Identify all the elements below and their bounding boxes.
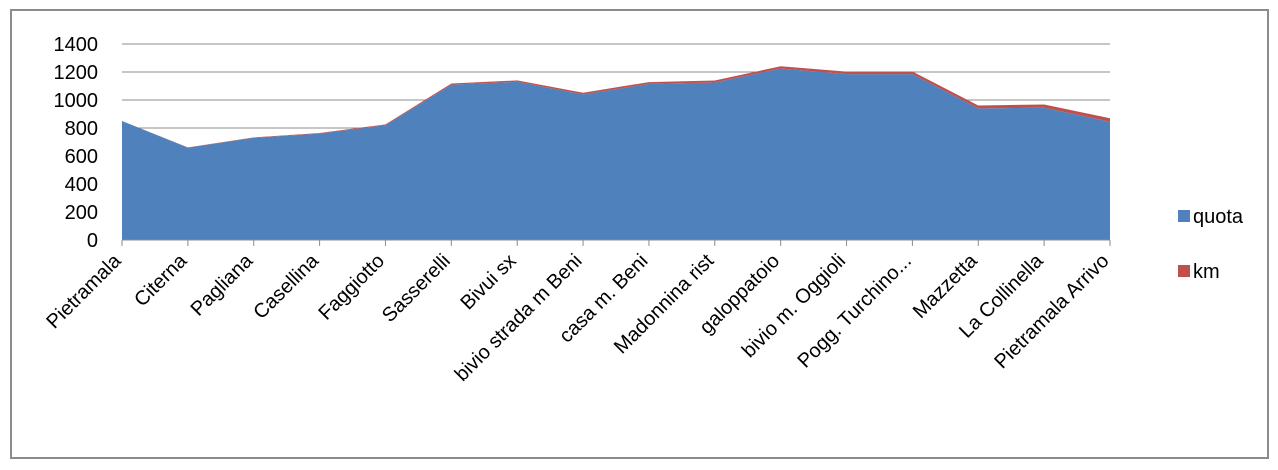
plot-areas bbox=[122, 66, 1110, 240]
axes bbox=[121, 239, 1111, 246]
x-tick-label: Faggiotto bbox=[314, 250, 389, 325]
x-tick-label: Casellina bbox=[249, 249, 323, 323]
y-tick-label: 0 bbox=[87, 230, 98, 252]
area-series-quota bbox=[122, 68, 1110, 240]
x-tick-label: Sasserelli bbox=[378, 250, 455, 327]
y-tick-label: 1200 bbox=[54, 62, 99, 84]
x-tick-label: Bivui sx bbox=[456, 250, 520, 314]
legend-swatch-quota bbox=[1178, 210, 1190, 222]
x-tick-label: Citerna bbox=[130, 249, 192, 311]
y-tick-label: 200 bbox=[65, 202, 98, 224]
x-tick-label: Pietramala bbox=[42, 249, 126, 333]
x-tick-label: Pagliana bbox=[187, 249, 258, 320]
y-tick-label: 600 bbox=[65, 146, 98, 168]
y-tick-label: 1400 bbox=[54, 34, 99, 56]
x-tick-label: bivio strada m Beni bbox=[451, 250, 587, 386]
x-tick-label: Pogg. Turchino... bbox=[793, 250, 915, 372]
legend-label-quota: quota bbox=[1193, 206, 1244, 228]
y-tick-labels: 0 200 400 600 800 1000 1200 1400 bbox=[54, 34, 99, 252]
y-tick-label: 1000 bbox=[54, 90, 99, 112]
area-series-km bbox=[122, 66, 1110, 148]
x-tick-label: Pietramala Arrivo bbox=[990, 250, 1113, 373]
x-tick-labels: Pietramala CiternaPaglianaCasellinaFaggio… bbox=[42, 249, 1113, 385]
legend: quota km bbox=[1178, 206, 1244, 283]
legend-label-km: km bbox=[1193, 261, 1220, 283]
y-tick-label: 800 bbox=[65, 118, 98, 140]
y-tick-label: 400 bbox=[65, 174, 98, 196]
legend-swatch-km bbox=[1178, 265, 1190, 277]
